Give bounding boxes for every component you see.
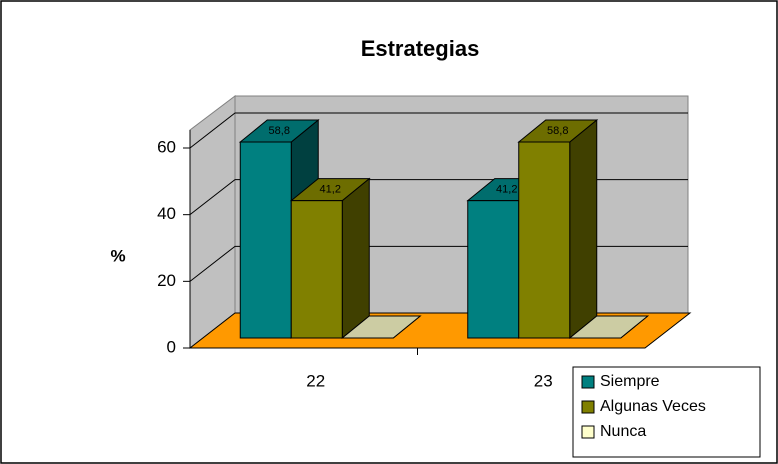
bar (568, 315, 650, 339)
y-tick-label: 40 (157, 204, 176, 223)
value-label: 58,8 (269, 125, 290, 137)
chart-title: Estrategias (361, 36, 480, 61)
y-tick-label: 60 (157, 137, 176, 156)
bar-side (569, 118, 598, 340)
grid-line (189, 112, 688, 149)
bar-side (341, 177, 370, 340)
bar-front (467, 200, 520, 339)
legend-swatch (581, 375, 595, 389)
bar-front (290, 200, 343, 339)
y-axis-label: % (110, 246, 125, 265)
x-tick-label: 23 (534, 371, 553, 390)
bar-top (568, 315, 650, 339)
side-wall (189, 94, 236, 350)
bars: 58,8 41,2 41,2 58,8 (238, 118, 650, 340)
bar-top (340, 315, 422, 339)
bar (289, 177, 371, 340)
legend-label: Algunas Veces (600, 398, 706, 415)
bar-front (518, 141, 571, 339)
legend-label: Siempre (600, 373, 660, 390)
value-label: 41,2 (320, 184, 341, 196)
value-label: 41,2 (496, 184, 517, 196)
bar (340, 315, 422, 339)
legend-swatch (581, 425, 595, 439)
value-label: 58,8 (547, 125, 568, 137)
y-tick-label: 20 (157, 271, 176, 290)
legend-label: Nunca (600, 423, 646, 440)
y-tick-label: 0 (167, 337, 176, 356)
legend-items: Siempre Algunas Veces Nunca (581, 373, 706, 440)
legend (572, 366, 761, 458)
bar-front (239, 141, 292, 339)
bar (517, 118, 599, 340)
x-tick-label: 22 (306, 371, 325, 390)
legend-swatch (581, 400, 595, 414)
